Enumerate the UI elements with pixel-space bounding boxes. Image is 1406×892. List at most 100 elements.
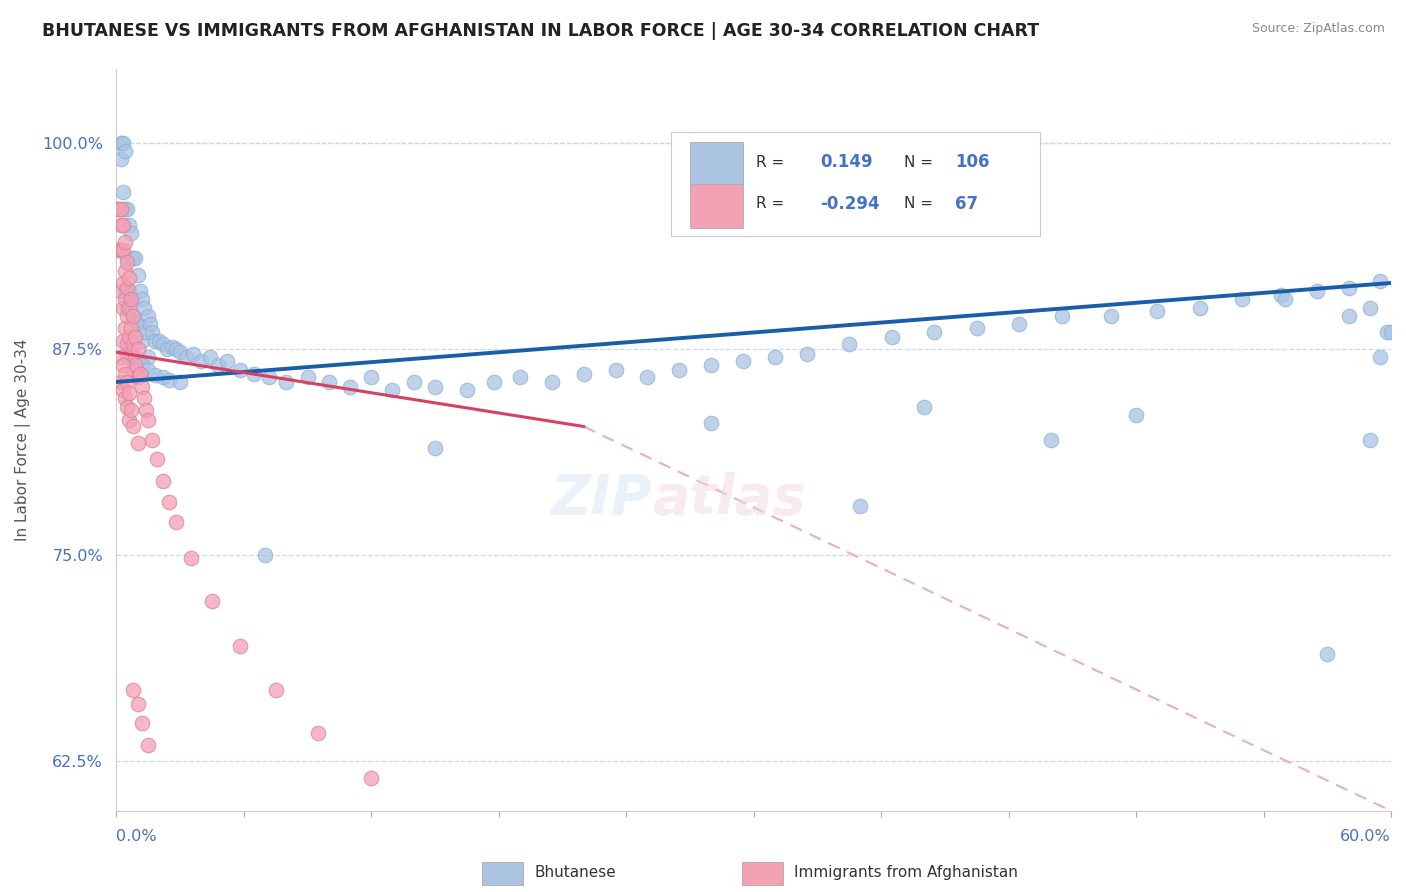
- Point: [111, 359, 134, 373]
- Point: [297, 370, 319, 384]
- Point: [122, 363, 145, 377]
- Text: Immigrants from Afghanistan: Immigrants from Afghanistan: [794, 865, 1018, 880]
- Point: [731, 353, 754, 368]
- Text: -0.294: -0.294: [820, 195, 880, 213]
- Point: [1188, 301, 1211, 315]
- Text: R =: R =: [756, 196, 785, 211]
- Point: [114, 392, 136, 406]
- Point: [156, 342, 179, 356]
- Point: [110, 375, 132, 389]
- Point: [264, 683, 287, 698]
- Point: [111, 301, 134, 315]
- Point: [148, 334, 170, 348]
- Point: [127, 342, 149, 356]
- Point: [110, 243, 132, 257]
- Point: [115, 301, 138, 315]
- Point: [152, 474, 174, 488]
- Point: [1379, 326, 1402, 340]
- Point: [114, 367, 136, 381]
- Point: [114, 293, 136, 307]
- Point: [1270, 287, 1292, 301]
- Point: [110, 350, 132, 364]
- Text: 67: 67: [955, 195, 979, 213]
- Point: [143, 368, 166, 383]
- Point: [111, 383, 134, 397]
- Point: [912, 400, 935, 414]
- Point: [111, 136, 134, 150]
- Point: [122, 309, 145, 323]
- Point: [381, 383, 404, 397]
- Point: [110, 219, 132, 233]
- Point: [165, 515, 187, 529]
- Point: [160, 340, 183, 354]
- Point: [966, 320, 988, 334]
- Point: [1369, 350, 1392, 364]
- Point: [118, 301, 141, 315]
- Point: [169, 345, 191, 359]
- Point: [118, 271, 141, 285]
- Point: [139, 317, 162, 331]
- Point: [114, 320, 136, 334]
- Point: [124, 330, 146, 344]
- Text: Bhutanese: Bhutanese: [534, 865, 616, 880]
- Text: BHUTANESE VS IMMIGRANTS FROM AFGHANISTAN IN LABOR FORCE | AGE 30-34 CORRELATION : BHUTANESE VS IMMIGRANTS FROM AFGHANISTAN…: [42, 22, 1039, 40]
- Y-axis label: In Labor Force | Age 30-34: In Labor Force | Age 30-34: [15, 338, 31, 541]
- Point: [124, 314, 146, 328]
- Point: [152, 370, 174, 384]
- Text: 0.0%: 0.0%: [117, 829, 157, 844]
- Point: [127, 353, 149, 368]
- Point: [131, 334, 153, 348]
- Point: [339, 380, 361, 394]
- Point: [114, 202, 136, 216]
- Point: [636, 370, 658, 384]
- Point: [122, 419, 145, 434]
- Point: [423, 441, 446, 455]
- Point: [111, 219, 134, 233]
- Point: [152, 337, 174, 351]
- Point: [118, 386, 141, 401]
- Point: [111, 334, 134, 348]
- Point: [509, 370, 531, 384]
- Text: 106: 106: [955, 153, 990, 171]
- Point: [120, 293, 142, 307]
- Point: [488, 862, 510, 876]
- Point: [122, 309, 145, 323]
- Point: [1375, 326, 1398, 340]
- Point: [360, 370, 382, 384]
- Text: N =: N =: [904, 196, 934, 211]
- Point: [165, 342, 187, 356]
- Point: [120, 403, 142, 417]
- Point: [136, 350, 159, 364]
- Point: [135, 403, 157, 417]
- Point: [127, 436, 149, 450]
- Point: [110, 202, 132, 216]
- Point: [111, 243, 134, 257]
- Point: [118, 330, 141, 344]
- FancyBboxPatch shape: [671, 132, 1040, 235]
- FancyBboxPatch shape: [690, 184, 744, 227]
- Point: [1125, 408, 1147, 422]
- Point: [131, 359, 153, 373]
- Point: [115, 281, 138, 295]
- Point: [1316, 647, 1339, 661]
- Point: [1008, 317, 1031, 331]
- Text: 60.0%: 60.0%: [1340, 829, 1391, 844]
- Point: [700, 416, 723, 430]
- Point: [118, 219, 141, 233]
- Point: [114, 144, 136, 158]
- Point: [180, 551, 202, 566]
- Point: [132, 392, 155, 406]
- Point: [141, 433, 163, 447]
- Point: [114, 284, 136, 298]
- Point: [128, 367, 150, 381]
- Point: [1232, 293, 1254, 307]
- Point: [118, 284, 141, 298]
- Point: [110, 153, 132, 167]
- Point: [131, 716, 153, 731]
- Text: Source: ZipAtlas.com: Source: ZipAtlas.com: [1251, 22, 1385, 36]
- Text: 0.149: 0.149: [820, 153, 873, 171]
- Point: [118, 342, 141, 356]
- Point: [402, 375, 425, 389]
- Point: [1337, 281, 1360, 295]
- Point: [1099, 309, 1122, 323]
